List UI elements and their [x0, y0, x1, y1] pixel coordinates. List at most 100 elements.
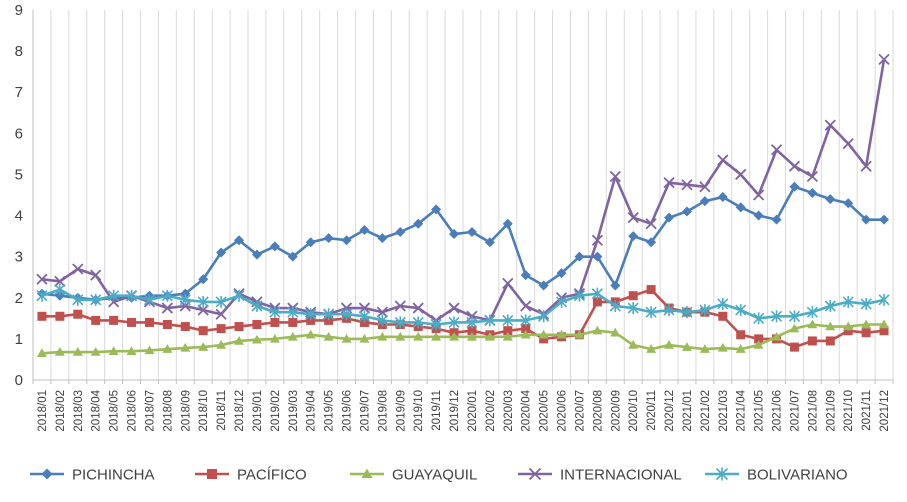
- y-tick-label: 7: [15, 84, 23, 101]
- data-point: [162, 320, 172, 329]
- x-tick-label: 2021/12: [879, 390, 891, 432]
- x-tick-label: 2018/11: [216, 390, 228, 431]
- data-point: [842, 295, 854, 308]
- x-tick-label: 2018/09: [180, 390, 192, 432]
- data-point: [251, 300, 263, 312]
- x-tick-label: 2018/03: [73, 390, 85, 432]
- data-point: [251, 249, 262, 260]
- data-point: [394, 300, 406, 312]
- y-tick-label: 0: [15, 372, 23, 389]
- data-point: [376, 314, 388, 327]
- data-point: [628, 291, 638, 301]
- data-point: [717, 154, 729, 166]
- data-point: [807, 319, 818, 329]
- data-point: [807, 336, 817, 346]
- data-point: [180, 322, 190, 332]
- y-tick-label: 3: [15, 249, 23, 266]
- data-point: [735, 202, 746, 213]
- data-point: [502, 314, 514, 327]
- data-point: [234, 322, 244, 332]
- data-point: [72, 293, 84, 306]
- data-point: [573, 289, 586, 302]
- x-tick-label: 2021/07: [789, 390, 801, 432]
- data-point: [627, 302, 639, 315]
- data-point: [861, 328, 871, 338]
- data-point: [323, 331, 334, 341]
- data-point: [628, 231, 639, 242]
- data-point: [860, 160, 872, 172]
- data-point: [771, 214, 782, 225]
- data-point: [90, 347, 101, 356]
- legend-item-bolivariano: BOLIVARIANO: [705, 467, 848, 484]
- data-point: [466, 227, 477, 237]
- data-point: [162, 344, 173, 353]
- x-tick-label: 2020/03: [503, 390, 515, 432]
- data-point: [789, 181, 800, 192]
- x-axis-tick-labels: 2018/01 2018/02 2018/03 2018/04 2018/05 2018/…: [37, 389, 891, 431]
- legend-label: INTERNACIONAL: [560, 467, 682, 484]
- data-point: [306, 315, 316, 325]
- x-tick-label: 2019/11: [431, 390, 443, 431]
- data-point: [806, 170, 819, 183]
- data-point: [752, 189, 765, 201]
- data-point: [538, 280, 549, 291]
- y-tick-label: 9: [15, 2, 23, 19]
- legend-label: GUAYAQUIL: [392, 467, 477, 484]
- data-point: [556, 329, 567, 339]
- data-point: [323, 233, 334, 244]
- x-tick-label: 2021/04: [736, 389, 748, 431]
- data-point: [753, 312, 765, 325]
- x-tick-label: 2020/06: [557, 390, 569, 432]
- data-point: [843, 198, 854, 209]
- data-point: [735, 168, 747, 181]
- data-point: [646, 285, 656, 295]
- data-point: [878, 53, 890, 65]
- data-point: [377, 233, 388, 244]
- data-point: [413, 331, 424, 341]
- x-tick-label: 2021/08: [807, 390, 819, 432]
- data-point: [125, 289, 138, 302]
- data-point: [718, 311, 728, 321]
- x-tick-label: 2019/08: [377, 390, 389, 432]
- data-point: [610, 327, 621, 337]
- data-point: [646, 344, 657, 353]
- data-point: [717, 342, 728, 352]
- data-point: [55, 311, 65, 321]
- data-point: [288, 317, 298, 327]
- x-tick-label: 2020/10: [628, 390, 640, 432]
- x-tick-label: 2020/04: [521, 389, 533, 431]
- legend: PICHINCHA PACÍFICO GUAYAQUIL INTERNACIONAL B…: [30, 467, 848, 484]
- data-point: [646, 237, 657, 248]
- data-point: [770, 310, 783, 323]
- data-point: [467, 326, 477, 336]
- data-point: [520, 314, 532, 327]
- data-point: [663, 177, 675, 189]
- vertical-gridlines: [50, 10, 894, 380]
- data-point: [431, 204, 442, 215]
- data-point: [72, 263, 84, 275]
- data-point: [216, 340, 227, 349]
- x-tick-label: 2021/03: [718, 390, 730, 432]
- data-point: [305, 329, 316, 339]
- y-tick-label: 8: [15, 43, 23, 60]
- y-tick-label: 2: [15, 290, 23, 307]
- x-tick-label: 2019/04: [306, 389, 318, 431]
- data-point: [431, 331, 442, 341]
- legend-item-pac-fico: PACÍFICO: [195, 467, 307, 484]
- data-point: [753, 340, 764, 349]
- data-point: [161, 289, 173, 302]
- x-tick-label: 2019/12: [449, 390, 461, 432]
- data-point: [324, 315, 334, 325]
- data-point: [699, 196, 710, 207]
- data-point: [54, 283, 66, 296]
- data-point: [789, 342, 799, 352]
- data-point: [449, 331, 460, 341]
- data-point: [54, 347, 65, 356]
- x-tick-label: 2018/06: [127, 390, 139, 432]
- data-point: [842, 137, 854, 150]
- data-point: [788, 310, 801, 323]
- x-tick-label: 2019/09: [395, 390, 407, 432]
- data-point: [717, 297, 729, 310]
- data-point: [305, 237, 316, 248]
